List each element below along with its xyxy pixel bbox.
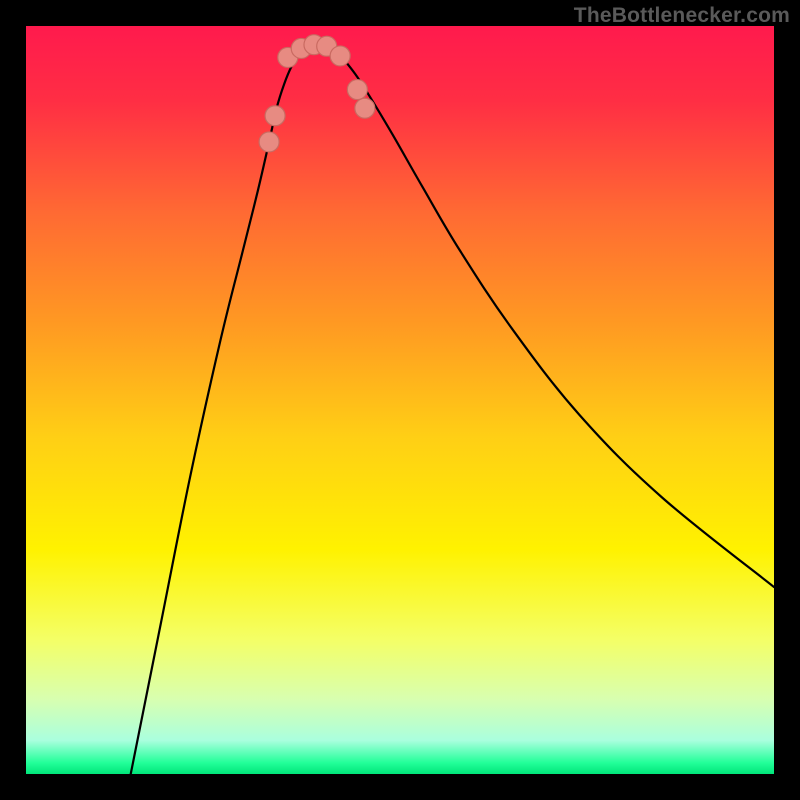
- data-marker: [355, 98, 375, 118]
- data-marker: [259, 132, 279, 152]
- chart-svg: [26, 26, 774, 774]
- outer-frame: TheBottlenecker.com: [0, 0, 800, 800]
- data-marker: [265, 106, 285, 126]
- gradient-background: [26, 26, 774, 774]
- data-marker: [330, 46, 350, 66]
- watermark-text: TheBottlenecker.com: [574, 4, 790, 28]
- plot-area: [26, 26, 774, 774]
- data-marker: [347, 80, 367, 100]
